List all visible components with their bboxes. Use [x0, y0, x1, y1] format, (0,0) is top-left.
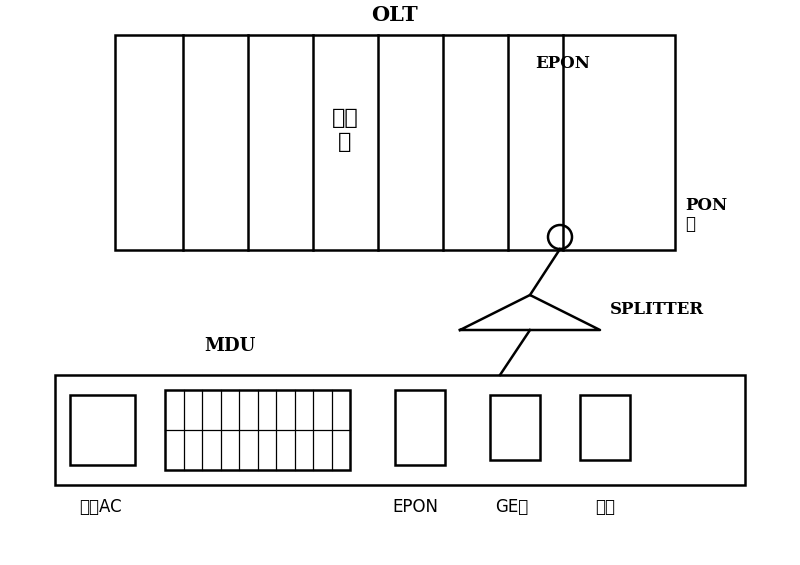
- Text: PON
口: PON 口: [685, 197, 727, 233]
- Bar: [580, 395, 630, 460]
- Text: SPLITTER: SPLITTER: [610, 302, 704, 319]
- Bar: [165, 390, 350, 470]
- Bar: [55, 375, 745, 485]
- Text: 串口: 串口: [595, 498, 615, 516]
- Text: 主控
板: 主控 板: [332, 108, 358, 151]
- Bar: [70, 395, 135, 465]
- Bar: [490, 395, 540, 460]
- Text: MDU: MDU: [204, 337, 256, 355]
- Bar: [395, 390, 445, 465]
- Text: EPON: EPON: [535, 55, 590, 72]
- Text: GE光: GE光: [495, 498, 529, 516]
- Text: 电源AC: 电源AC: [78, 498, 122, 516]
- Text: OLT: OLT: [372, 5, 418, 25]
- Bar: [115, 35, 675, 250]
- Text: EPON: EPON: [392, 498, 438, 516]
